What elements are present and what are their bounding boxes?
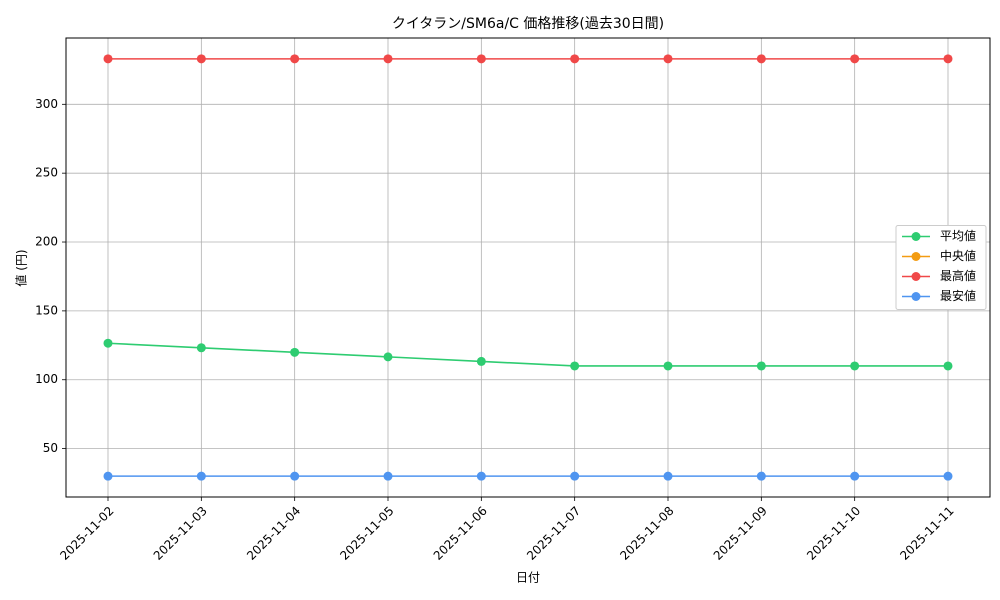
legend-marker [911,292,921,301]
x-tick-label: 2025-11-07 [524,504,583,563]
x-tick-label: 2025-11-11 [897,504,956,563]
point [756,54,766,64]
point [570,471,580,481]
point [290,54,300,64]
point [943,471,953,481]
legend-label: 最高値 [940,268,976,283]
point [103,54,113,64]
x-tick-label: 2025-11-10 [804,504,863,563]
point [663,361,673,371]
point [103,471,113,481]
point [196,54,206,64]
x-tick-label: 2025-11-06 [431,504,490,563]
point [476,54,486,64]
legend-label: 平均値 [940,228,976,243]
x-tick-label: 2025-11-08 [617,504,676,563]
y-axis-label: 値 (円) [14,249,29,286]
x-tick-label: 2025-11-02 [57,504,116,563]
point [756,471,766,481]
legend-marker [911,272,921,281]
legend-label: 最安値 [940,288,976,303]
y-tick-label: 100 [35,372,58,386]
legend-marker [911,252,921,261]
point [570,361,580,371]
point [756,361,766,371]
series-line [107,342,948,367]
point [383,471,393,481]
point [383,54,393,64]
point [850,471,860,481]
point [663,54,673,64]
point [943,54,953,64]
y-tick-label: 200 [35,235,58,249]
y-tick-label: 50 [43,441,58,455]
x-axis-label: 日付 [516,571,540,585]
point [943,361,953,371]
chart-title: クイタラン/SM6a/C 価格推移(過去30日間) [392,16,664,32]
point [196,471,206,481]
legend-marker [911,232,921,241]
y-tick-label: 250 [35,166,58,180]
point [196,343,206,353]
legend-label: 中央値 [940,248,976,263]
x-tick-label: 2025-11-09 [711,504,770,563]
legend-box [895,225,987,310]
point [476,471,486,481]
point [570,54,580,64]
point [383,352,393,362]
point [476,356,486,366]
y-tick-label: 300 [35,97,58,111]
x-tick-label: 2025-11-05 [337,504,396,563]
point [290,471,300,481]
x-tick-label: 2025-11-04 [244,504,303,563]
point [103,338,113,348]
point [290,347,300,357]
point [663,471,673,481]
x-tick-label: 2025-11-03 [151,504,210,563]
point [850,54,860,64]
plot-frame [65,37,991,498]
point [850,361,860,371]
y-tick-label: 150 [35,303,58,317]
